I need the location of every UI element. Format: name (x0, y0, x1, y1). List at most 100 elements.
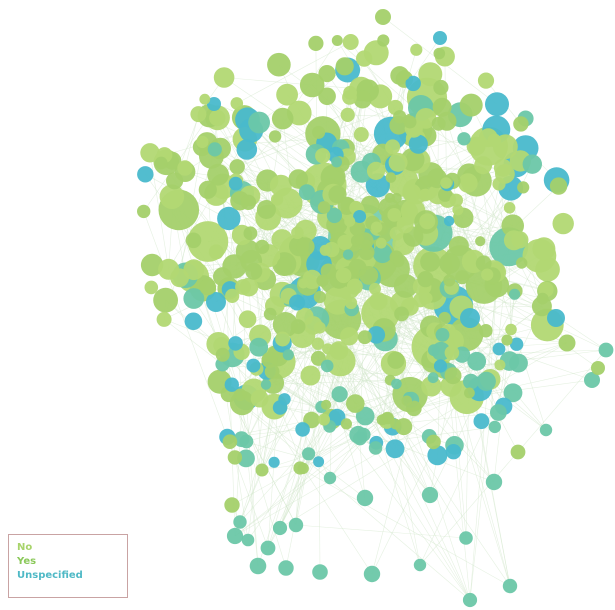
graph-node (376, 414, 388, 426)
graph-node (473, 413, 490, 430)
graph-node (532, 237, 556, 261)
graph-node (331, 342, 343, 354)
graph-node (420, 251, 441, 272)
graph-node (509, 353, 528, 373)
graph-node (288, 169, 309, 189)
graph-node (353, 127, 369, 142)
graph-node (513, 116, 529, 132)
graph-node (492, 342, 506, 356)
graph-node (207, 163, 230, 186)
graph-node (353, 90, 372, 109)
graph-node (185, 232, 202, 249)
graph-node (481, 268, 494, 281)
graph-node (319, 244, 331, 256)
graph-node (426, 434, 441, 450)
graph-node (208, 244, 224, 260)
graph-node (387, 208, 402, 222)
graph-node (393, 110, 407, 124)
graph-node (485, 473, 503, 491)
graph-node (358, 244, 375, 261)
graph-node (326, 207, 342, 224)
graph-node (166, 172, 184, 190)
graph-node (342, 249, 354, 260)
graph-node (344, 215, 356, 227)
graph-node (433, 31, 447, 45)
graph-node (222, 434, 238, 450)
graph-node (255, 239, 270, 254)
graph-node (375, 9, 391, 25)
graph-node (517, 181, 530, 194)
graph-node (433, 47, 446, 60)
graph-node (207, 142, 222, 157)
graph-node (508, 288, 521, 300)
graph-node (311, 337, 325, 350)
graph-node (272, 520, 288, 536)
graph-node (435, 328, 450, 342)
graph-node (268, 130, 282, 143)
graph-node (464, 387, 475, 399)
graph-node (463, 373, 479, 390)
graph-node (269, 174, 292, 197)
graph-node (228, 176, 243, 191)
graph-node (224, 497, 240, 513)
graph-node (183, 259, 205, 281)
graph-node (291, 226, 304, 240)
graph-node (183, 288, 205, 309)
graph-node (353, 210, 367, 223)
graph-node (433, 79, 449, 96)
graph-node (313, 290, 326, 304)
graph-node (331, 156, 342, 168)
legend-item-yes: Yes (17, 556, 37, 567)
graph-node (298, 278, 309, 289)
graph-node (272, 312, 298, 338)
graph-node (368, 441, 383, 455)
graph-node (452, 204, 464, 216)
graph-node (177, 160, 193, 176)
graph-node (394, 306, 409, 322)
graph-node (421, 486, 439, 504)
graph-node (235, 279, 251, 295)
graph-node (335, 267, 352, 284)
graph-node (492, 177, 506, 191)
graph-node (505, 323, 517, 336)
graph-node (346, 394, 365, 413)
graph-node (230, 97, 244, 110)
graph-node (343, 85, 357, 100)
graph-node (224, 377, 239, 392)
graph-node (385, 439, 405, 459)
graph-node (516, 257, 528, 269)
graph-node (199, 93, 211, 105)
graph-node (198, 180, 217, 199)
graph-node (445, 444, 462, 460)
graph-node (522, 154, 542, 174)
graph-node (510, 444, 526, 460)
graph-node (312, 125, 326, 139)
graph-node (278, 560, 294, 576)
graph-node (270, 193, 284, 206)
graph-node (340, 327, 359, 346)
graph-node (503, 383, 523, 403)
graph-node (229, 159, 245, 175)
graph-node (255, 463, 269, 477)
graph-node (487, 133, 502, 148)
graph-node (320, 359, 334, 373)
graph-node (296, 237, 315, 256)
graph-node (440, 177, 452, 189)
graph-node (475, 236, 486, 247)
graph-node (154, 156, 168, 170)
graph-node (357, 330, 372, 345)
graph-node (388, 152, 408, 172)
graph-node (348, 258, 367, 278)
graph-node (354, 234, 365, 245)
graph-node (137, 166, 154, 183)
graph-node (322, 343, 334, 355)
graph-node (393, 274, 418, 298)
graph-node (237, 449, 255, 468)
graph-node (444, 345, 460, 361)
graph-node (276, 83, 298, 106)
graph-node (459, 531, 473, 545)
graph-node (408, 134, 428, 154)
graph-node (140, 143, 160, 163)
graph-node (206, 292, 226, 312)
